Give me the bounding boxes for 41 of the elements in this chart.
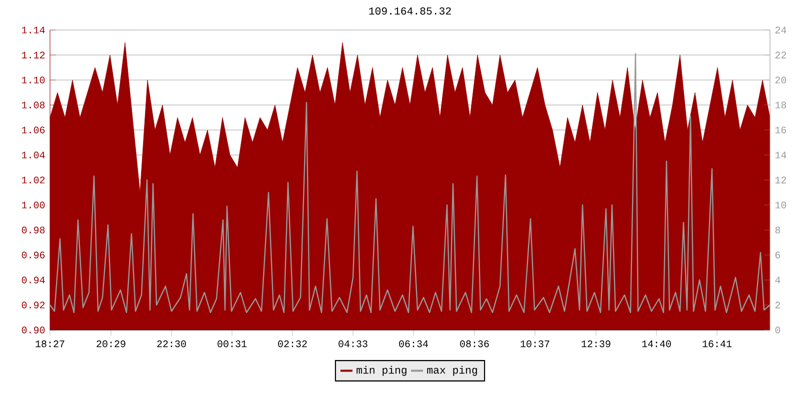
- y-tick-label: 0.92: [22, 302, 45, 308]
- y-tick-label: 0.96: [22, 252, 45, 258]
- x-tick-label: 06:34: [399, 340, 428, 348]
- y-tick-label: 1.00: [22, 202, 45, 208]
- y2-tick-label: 2: [775, 302, 780, 308]
- legend-label: min ping: [356, 366, 406, 376]
- y2-tick-label: 12: [775, 176, 786, 184]
- y2-tick-label: 20: [775, 76, 786, 84]
- legend-label: max ping: [427, 366, 477, 376]
- chart-title: 109.164.85.32: [369, 7, 451, 15]
- x-tick-label: 16:41: [702, 340, 732, 348]
- y-tick-label: 1.06: [22, 126, 45, 134]
- y-tick-label: 1.14: [22, 26, 45, 34]
- y-tick-label: 0.90: [22, 326, 45, 334]
- x-tick-label: 22:30: [157, 340, 186, 348]
- x-tick-label: 18:27: [36, 340, 64, 348]
- y-tick-label: 0.94: [22, 276, 45, 284]
- x-tick-label: 08:36: [460, 340, 489, 348]
- y2-tick-label: 6: [775, 252, 780, 258]
- y2-tick-label: 8: [775, 226, 780, 234]
- y2-tick-label: 10: [775, 202, 786, 208]
- x-tick-label: 12:39: [582, 340, 610, 348]
- y2-tick-label: 4: [775, 276, 780, 284]
- y-tick-label: 1.12: [22, 52, 45, 58]
- y2-tick-label: 14: [775, 152, 786, 158]
- y2-tick-label: 18: [775, 102, 786, 108]
- y-tick-label: 1.04: [22, 152, 45, 158]
- y-tick-label: 0.98: [22, 226, 45, 234]
- x-tick-label: 04:33: [338, 340, 368, 348]
- x-tick-label: 10:37: [520, 340, 550, 348]
- x-tick-label: 14:40: [642, 340, 671, 348]
- y2-tick-label: 24: [775, 26, 786, 34]
- x-tick-label: 02:32: [278, 340, 307, 348]
- x-tick-label: 00:31: [218, 340, 247, 348]
- y-tick-label: 1.10: [22, 76, 45, 84]
- y-tick-label: 1.02: [22, 176, 45, 184]
- y2-tick-label: 0: [775, 326, 780, 334]
- x-tick-label: 20:29: [96, 340, 126, 348]
- y2-tick-label: 22: [775, 52, 786, 58]
- y2-tick-label: 16: [775, 126, 786, 134]
- y-tick-label: 1.08: [22, 102, 45, 108]
